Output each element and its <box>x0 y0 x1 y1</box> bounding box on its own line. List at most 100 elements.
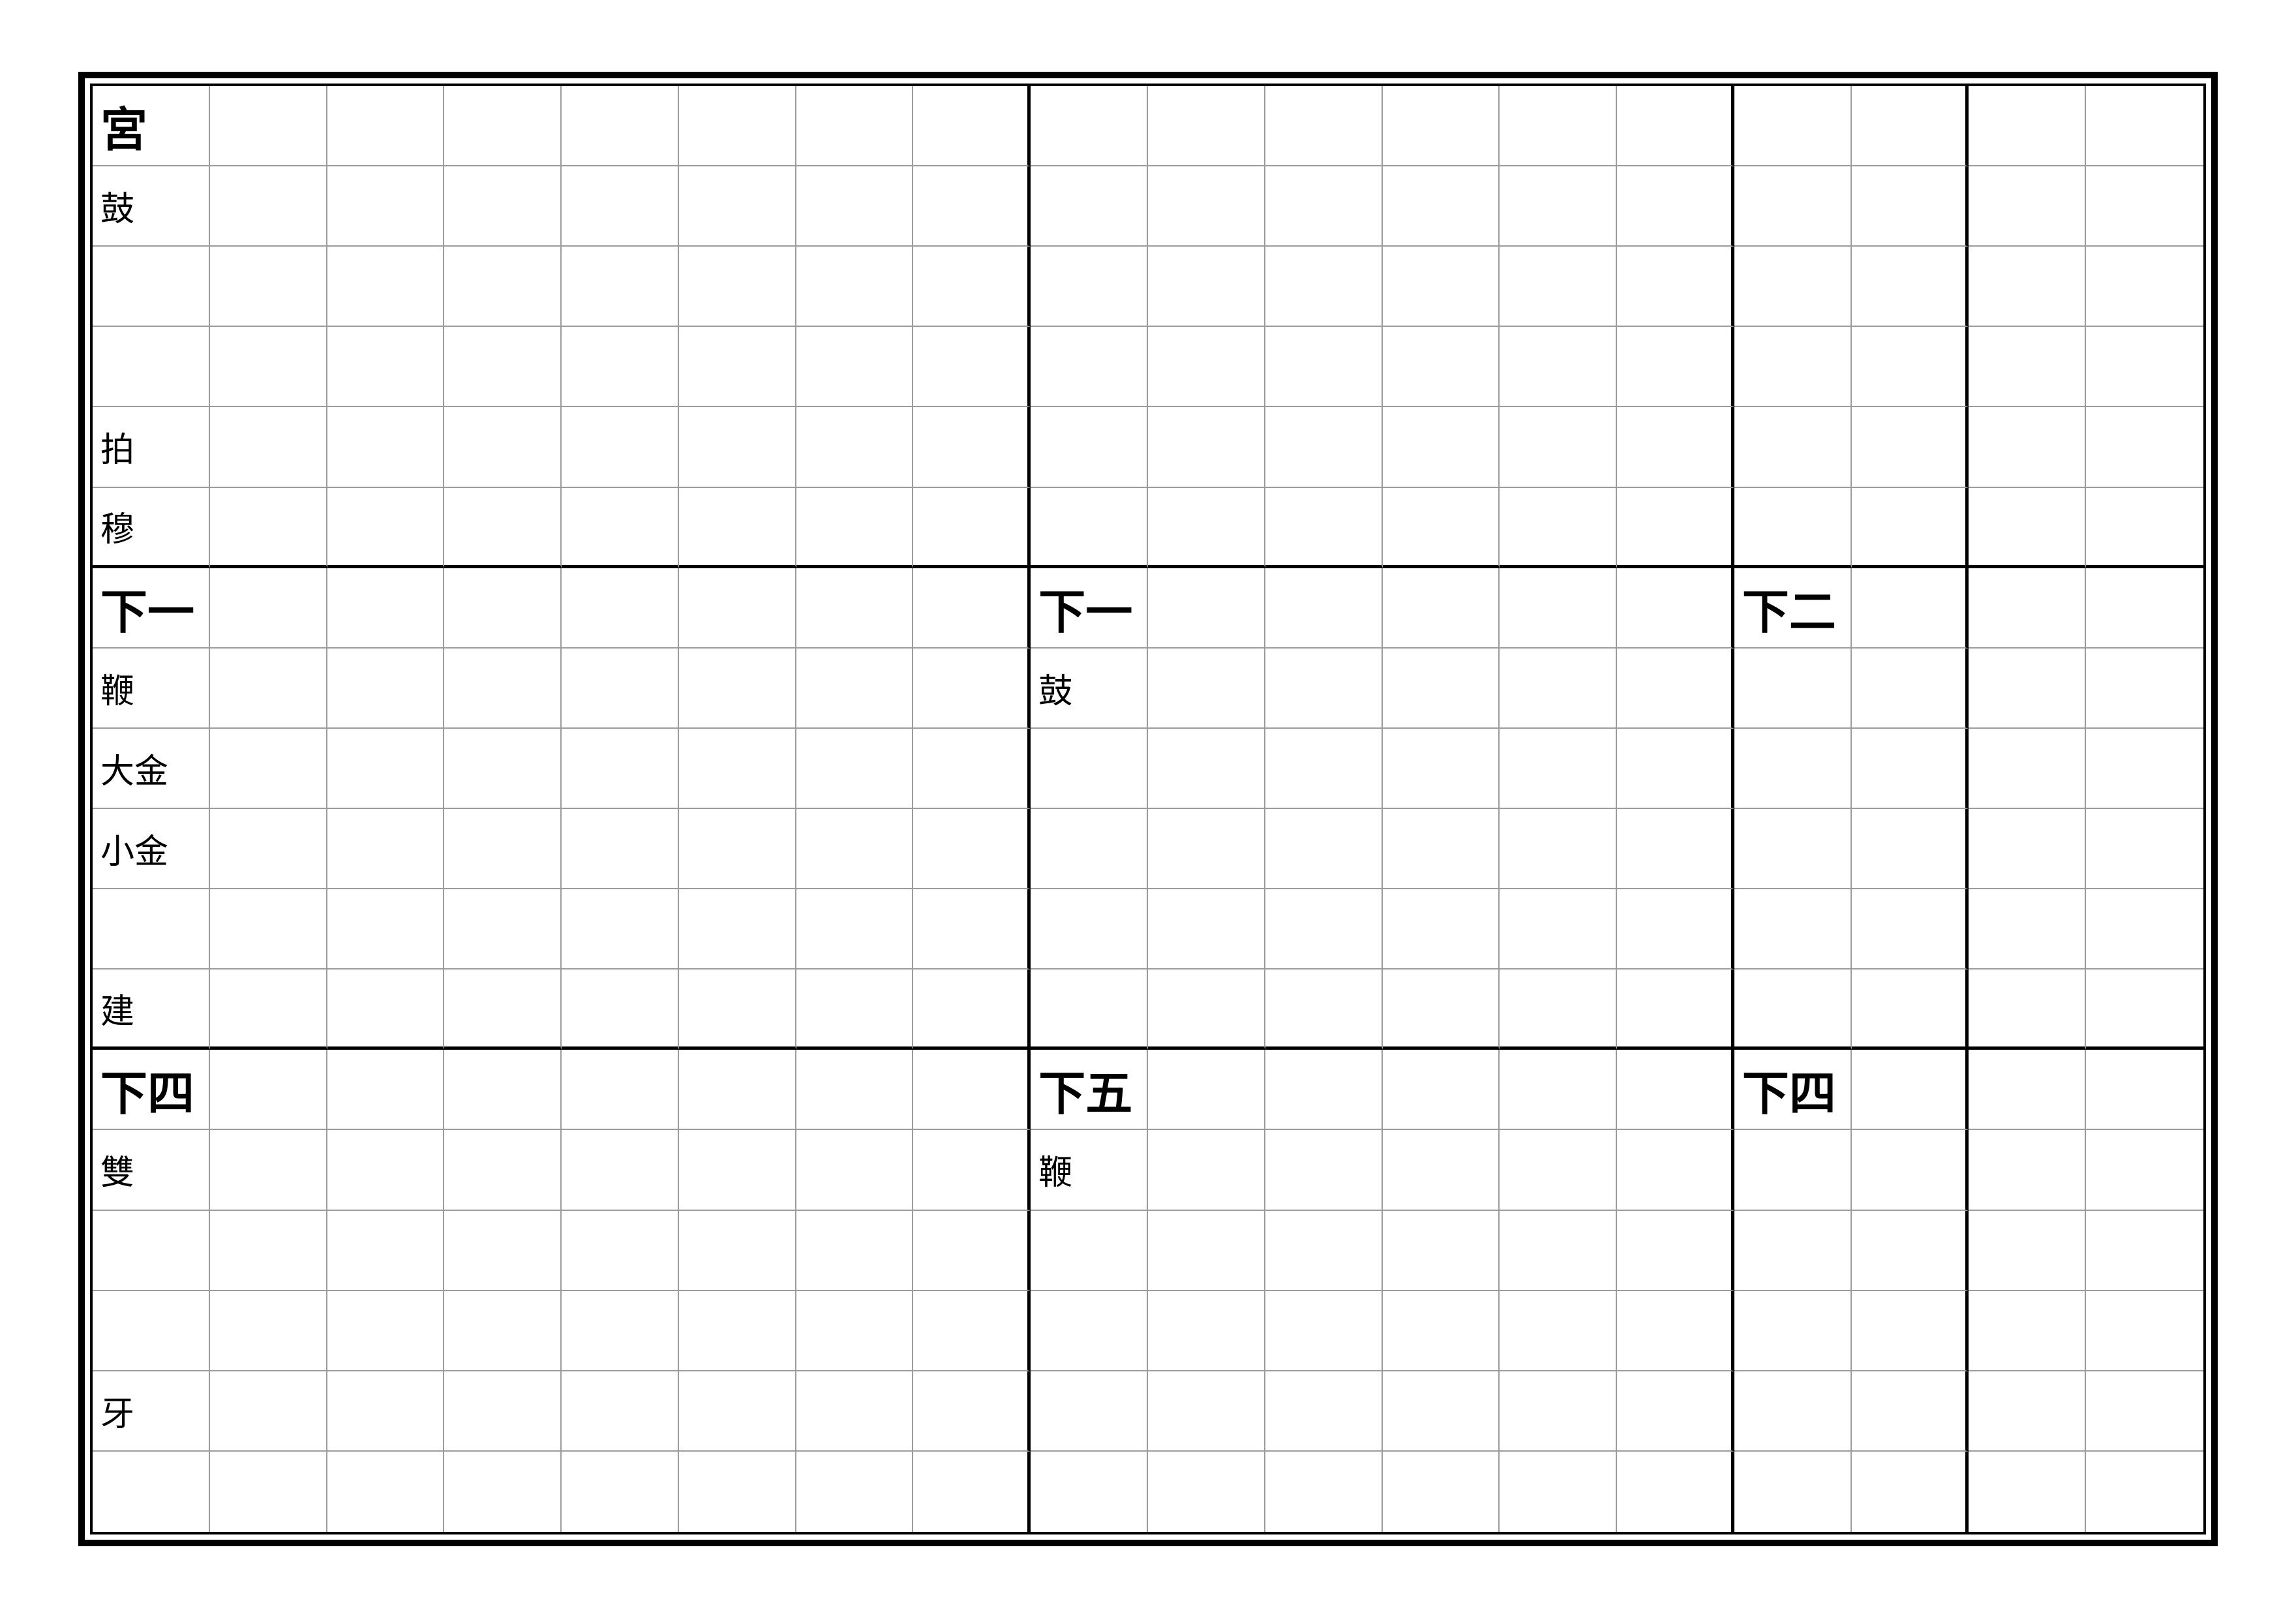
cell-text: 下一 <box>100 573 194 642</box>
grid-cell <box>210 649 327 729</box>
grid-cell <box>444 1452 562 1532</box>
grid-cell <box>1500 1050 1617 1130</box>
grid-cell <box>1148 809 1265 889</box>
grid-cell <box>2086 86 2203 166</box>
grid-cell <box>444 649 562 729</box>
grid-cell <box>1969 1050 2086 1130</box>
grid-cell <box>1852 1211 1969 1291</box>
grid-cell <box>1383 1291 1500 1371</box>
grid-cell <box>1383 1130 1500 1210</box>
grid-cell <box>210 327 327 407</box>
grid-cell <box>1734 809 1852 889</box>
grid-cell <box>1265 327 1383 407</box>
grid-cell <box>1969 1452 2086 1532</box>
grid-cell <box>327 1291 445 1371</box>
grid-cell <box>796 1211 914 1291</box>
grid-cell <box>210 1211 327 1291</box>
grid-cell <box>679 1371 796 1452</box>
page: 宮鼓拍穆下一下一下二鞭鼓大金小金建下四下五下四雙鞭牙 <box>78 72 2218 1546</box>
grid-cell <box>1969 247 2086 327</box>
grid-cell <box>913 86 1031 166</box>
grid-cell <box>679 166 796 247</box>
grid-cell <box>1969 86 2086 166</box>
grid-cell <box>1617 166 1734 247</box>
grid-cell: 下五 <box>1031 1050 1148 1130</box>
grid-cell <box>1852 327 1969 407</box>
grid-cell <box>1265 488 1383 568</box>
grid-cell <box>1031 889 1148 969</box>
grid-cell <box>679 327 796 407</box>
grid-cell <box>327 86 445 166</box>
grid-cell <box>210 969 327 1050</box>
grid-cell: 鞭 <box>1031 1130 1148 1210</box>
grid-cell <box>1734 1291 1852 1371</box>
grid-cell <box>1031 166 1148 247</box>
grid-cell: 雙 <box>93 1130 210 1210</box>
notation-grid: 宮鼓拍穆下一下一下二鞭鼓大金小金建下四下五下四雙鞭牙 <box>93 86 2203 1532</box>
grid-cell <box>2086 729 2203 809</box>
grid-cell <box>679 247 796 327</box>
grid-cell <box>1500 488 1617 568</box>
grid-cell <box>796 407 914 487</box>
grid-cell <box>210 1130 327 1210</box>
grid-cell <box>210 1452 327 1532</box>
grid-cell <box>1031 809 1148 889</box>
grid-cell: 鼓 <box>93 166 210 247</box>
grid-cell <box>1852 969 1969 1050</box>
grid-cell <box>327 1452 445 1532</box>
grid-cell <box>1031 729 1148 809</box>
grid-cell <box>1617 1291 1734 1371</box>
grid-cell <box>2086 1130 2203 1210</box>
grid-cell <box>444 889 562 969</box>
grid-cell <box>444 809 562 889</box>
grid-cell <box>1500 407 1617 487</box>
grid-cell <box>1383 166 1500 247</box>
grid-cell <box>210 86 327 166</box>
grid-cell <box>562 1130 679 1210</box>
grid-cell: 宮 <box>93 86 210 166</box>
grid-cell <box>1031 86 1148 166</box>
cell-text: 鼓 <box>100 181 134 230</box>
grid-cell <box>1383 488 1500 568</box>
grid-cell <box>1969 488 2086 568</box>
grid-cell <box>1969 729 2086 809</box>
grid-cell <box>2086 247 2203 327</box>
grid-cell <box>913 889 1031 969</box>
grid-cell <box>2086 568 2203 649</box>
grid-cell <box>913 649 1031 729</box>
grid-cell <box>796 1050 914 1130</box>
grid-cell <box>679 488 796 568</box>
grid-cell <box>210 166 327 247</box>
grid-cell <box>1148 247 1265 327</box>
grid-cell <box>1969 969 2086 1050</box>
grid-cell <box>210 247 327 327</box>
grid-cell <box>1031 969 1148 1050</box>
grid-cell <box>1383 1452 1500 1532</box>
grid-cell <box>1148 1130 1265 1210</box>
grid-cell: 下四 <box>93 1050 210 1130</box>
grid-cell <box>913 568 1031 649</box>
grid-cell: 下一 <box>1031 568 1148 649</box>
grid-cell <box>1734 1211 1852 1291</box>
grid-cell <box>913 1452 1031 1532</box>
grid-cell <box>1734 247 1852 327</box>
grid-cell <box>796 488 914 568</box>
grid-cell <box>1969 889 2086 969</box>
grid-cell <box>444 568 562 649</box>
grid-cell <box>1031 1291 1148 1371</box>
grid-cell <box>1969 407 2086 487</box>
grid-cell <box>1852 1452 1969 1532</box>
grid-cell <box>1265 1291 1383 1371</box>
cell-text: 下二 <box>1742 573 1836 642</box>
cell-text: 下四 <box>100 1055 194 1123</box>
grid-cell <box>796 729 914 809</box>
grid-cell <box>327 809 445 889</box>
grid-cell <box>1265 1130 1383 1210</box>
grid-cell <box>2086 1452 2203 1532</box>
grid-cell <box>913 327 1031 407</box>
grid-cell: 下二 <box>1734 568 1852 649</box>
grid-cell <box>1500 649 1617 729</box>
grid-cell <box>1969 1130 2086 1210</box>
grid-cell <box>2086 1211 2203 1291</box>
grid-cell <box>327 969 445 1050</box>
